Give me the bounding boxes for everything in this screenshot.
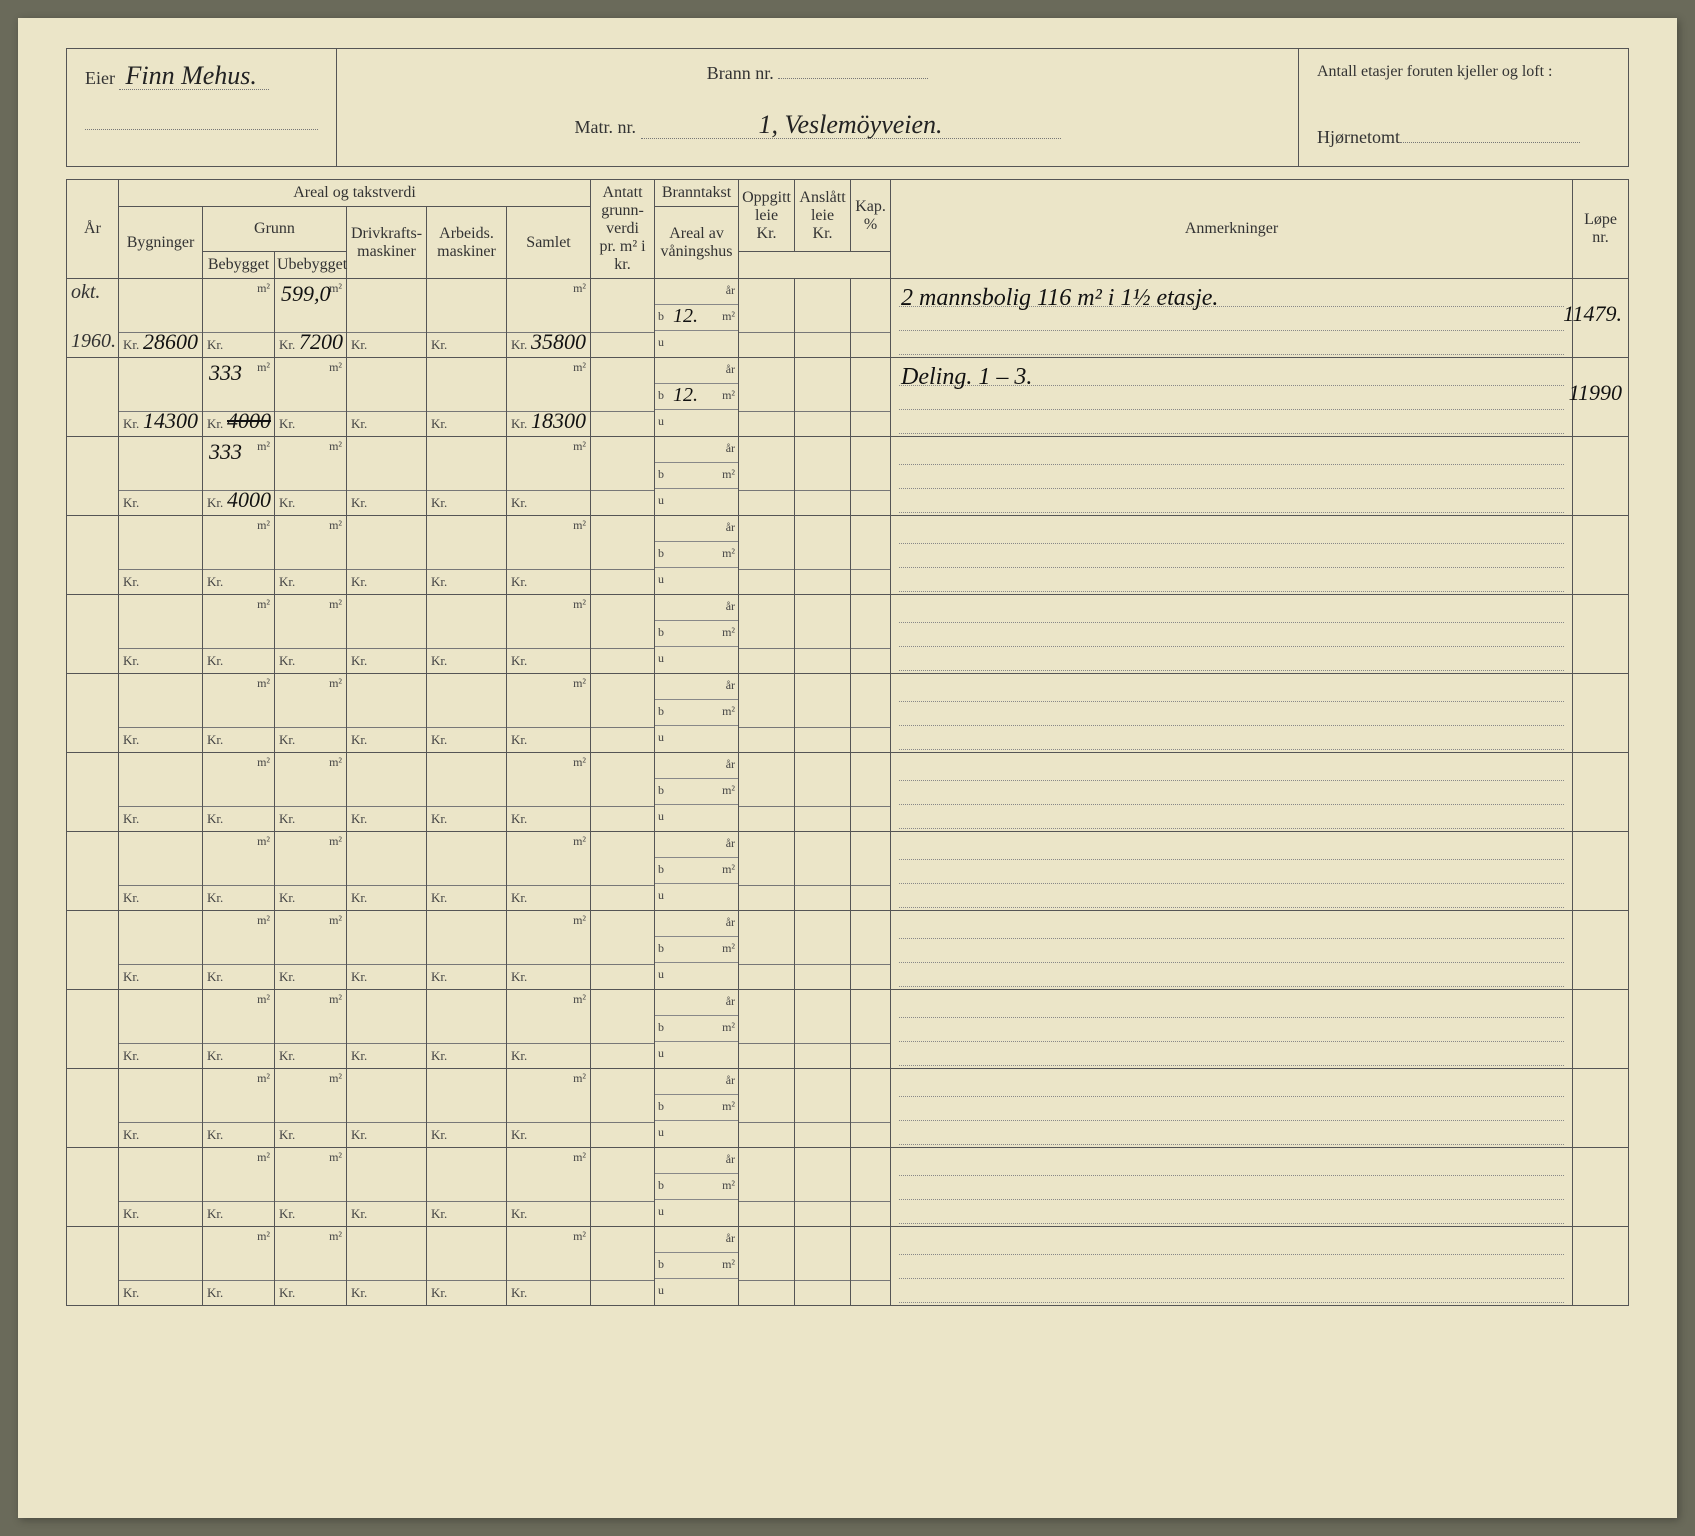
table-row: Kr. 14300 m² 333 Kr. 4000 m² Kr. Kr. Kr.… bbox=[67, 358, 1629, 437]
col-drivkraft: Drivkrafts- maskiner bbox=[347, 207, 427, 279]
col-anmerk: Anmerkninger bbox=[891, 180, 1573, 279]
table-row: Kr. m² Kr. m² Kr. Kr. Kr. m² Kr. år bm² bbox=[67, 516, 1629, 595]
table-row: Kr. m² Kr. m² Kr. Kr. Kr. m² Kr. år bm² bbox=[67, 674, 1629, 753]
col-arealav: Areal av våningshus bbox=[655, 207, 739, 279]
matr-value: 1, Veslemöyveien. bbox=[641, 112, 1061, 139]
eier-label: Eier bbox=[85, 68, 115, 88]
col-bebygget: Bebygget bbox=[203, 252, 275, 279]
col-oppgitt: Oppgitt leie Kr. bbox=[739, 180, 795, 252]
col-antatt: Antatt grunn- verdi pr. m² i kr. bbox=[591, 180, 655, 279]
col-arbeids: Arbeids. maskiner bbox=[427, 207, 507, 279]
header-eier-box: Eier Finn Mehus. bbox=[66, 48, 336, 167]
eier-value: Finn Mehus. bbox=[119, 63, 269, 90]
col-branntakst: Branntakst bbox=[655, 180, 739, 207]
table-row: Kr. m² Kr. m² Kr. Kr. Kr. m² Kr. år bm² bbox=[67, 595, 1629, 674]
brann-label: Brann nr. bbox=[707, 63, 774, 83]
matr-label: Matr. nr. bbox=[575, 117, 637, 137]
col-anslatt: Anslått leie Kr. bbox=[795, 180, 851, 252]
main-table: År Areal og takstverdi Antatt grunn- ver… bbox=[66, 179, 1629, 1306]
col-lope: Løpe nr. bbox=[1573, 180, 1629, 279]
brann-value bbox=[778, 78, 928, 79]
header: Eier Finn Mehus. Brann nr. Matr. nr. 1, … bbox=[66, 48, 1629, 167]
table-row: Kr. m² Kr. m² Kr. Kr. Kr. m² Kr. år bm² bbox=[67, 1227, 1629, 1306]
table-row: Kr. m² Kr. m² Kr. Kr. Kr. m² Kr. år bm² bbox=[67, 753, 1629, 832]
header-right-box: Antall etasjer foruten kjeller og loft :… bbox=[1299, 48, 1629, 167]
table-body: okt.1960. Kr. 28600 m² Kr. m² 599,0 Kr. … bbox=[67, 279, 1629, 1306]
col-ubebygget: Ubebygget bbox=[275, 252, 347, 279]
col-kap: Kap. % bbox=[851, 180, 891, 252]
col-grunn: Grunn bbox=[203, 207, 347, 252]
col-bygninger: Bygninger bbox=[119, 207, 203, 279]
table-row: Kr. m² Kr. m² Kr. Kr. Kr. m² Kr. år bm² bbox=[67, 832, 1629, 911]
form-card: Eier Finn Mehus. Brann nr. Matr. nr. 1, … bbox=[18, 18, 1677, 1518]
table-row: Kr. m² 333 Kr. 4000 m² Kr. Kr. Kr. m² Kr… bbox=[67, 437, 1629, 516]
col-areal-group: Areal og takstverdi bbox=[119, 180, 591, 207]
table-row: Kr. m² Kr. m² Kr. Kr. Kr. m² Kr. år bm² bbox=[67, 1069, 1629, 1148]
table-row: Kr. m² Kr. m² Kr. Kr. Kr. m² Kr. år bm² bbox=[67, 990, 1629, 1069]
col-ar: År bbox=[67, 180, 119, 279]
col-samlet: Samlet bbox=[507, 207, 591, 279]
table-head: År Areal og takstverdi Antatt grunn- ver… bbox=[67, 180, 1629, 279]
header-mid-box: Brann nr. Matr. nr. 1, Veslemöyveien. bbox=[336, 48, 1299, 167]
hjornetomt-label: Hjørnetomt bbox=[1317, 127, 1400, 147]
table-row: okt.1960. Kr. 28600 m² Kr. m² 599,0 Kr. … bbox=[67, 279, 1629, 358]
table-row: Kr. m² Kr. m² Kr. Kr. Kr. m² Kr. år bm² bbox=[67, 911, 1629, 990]
etasjer-label: Antall etasjer foruten kjeller og loft : bbox=[1317, 63, 1610, 81]
table-row: Kr. m² Kr. m² Kr. Kr. Kr. m² Kr. år bm² bbox=[67, 1148, 1629, 1227]
